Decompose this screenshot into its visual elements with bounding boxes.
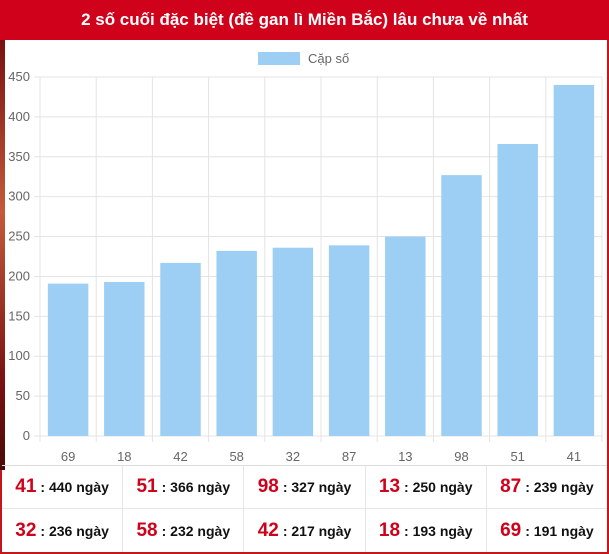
stat-number: 69 bbox=[500, 519, 522, 541]
stat-days: : 217 ngày bbox=[282, 522, 352, 539]
stat-number: 98 bbox=[257, 476, 279, 497]
bar-42[interactable] bbox=[160, 262, 201, 436]
legend-swatch bbox=[258, 52, 300, 65]
stats-row: 32 : 236 ngày 58 : 232 ngày 42 : 217 ngà… bbox=[2, 509, 607, 552]
y-tick-label: 0 bbox=[23, 428, 30, 443]
y-tick-label: 350 bbox=[8, 149, 30, 164]
chart-bars bbox=[47, 84, 595, 437]
left-decor-strip bbox=[0, 40, 5, 470]
y-tick-label: 200 bbox=[8, 268, 30, 283]
x-axis-ticks: 69 18 42 58 32 87 13 98 51 41 bbox=[61, 449, 581, 464]
stat-cell: 42 : 217 ngày bbox=[244, 509, 366, 552]
x-tick-label: 32 bbox=[286, 449, 300, 464]
x-tick-label: 18 bbox=[117, 449, 131, 464]
stat-cell: 87 : 239 ngày bbox=[487, 466, 607, 508]
y-tick-label: 400 bbox=[8, 109, 30, 124]
bar-51[interactable] bbox=[497, 144, 538, 436]
stat-days: : 250 ngày bbox=[404, 479, 473, 495]
y-tick-label: 50 bbox=[16, 388, 30, 403]
stats-table: 41 : 440 ngày 51 : 366 ngày 98 : 327 ngà… bbox=[2, 465, 607, 552]
stat-days: : 366 ngày bbox=[161, 479, 231, 495]
stat-days: : 232 ngày bbox=[161, 522, 231, 539]
y-tick-label: 100 bbox=[8, 348, 30, 363]
bar-41[interactable] bbox=[553, 84, 595, 436]
stat-days: : 327 ngày bbox=[282, 479, 352, 495]
stat-number: 51 bbox=[136, 476, 158, 497]
y-tick-label: 150 bbox=[8, 308, 30, 323]
y-tick-label: 450 bbox=[8, 69, 30, 84]
x-tick-label: 69 bbox=[61, 449, 75, 464]
stat-number: 13 bbox=[378, 476, 401, 497]
x-tick-label: 51 bbox=[510, 449, 524, 464]
y-tick-label: 250 bbox=[8, 229, 30, 244]
stat-cell: 58 : 232 ngày bbox=[123, 509, 245, 552]
legend-label: Cặp số bbox=[308, 51, 349, 66]
x-tick-label: 87 bbox=[342, 449, 356, 464]
stat-days: : 193 ngày bbox=[404, 522, 473, 539]
stat-days: : 239 ngày bbox=[525, 479, 594, 495]
stat-number: 41 bbox=[15, 476, 37, 497]
y-tick-label: 300 bbox=[8, 189, 30, 204]
chart-legend[interactable]: Cặp số bbox=[258, 51, 349, 66]
stat-number: 58 bbox=[136, 519, 158, 541]
bar-chart: 0 50 100 150 200 250 300 350 400 450 69 18 42 58 32 87… bbox=[8, 51, 603, 464]
bar-87[interactable] bbox=[328, 245, 370, 436]
stat-cell: 41 : 440 ngày bbox=[2, 466, 124, 508]
x-tick-label: 42 bbox=[173, 449, 187, 464]
stat-days: : 440 ngày bbox=[40, 479, 109, 495]
x-tick-label: 41 bbox=[567, 449, 581, 464]
stat-number: 32 bbox=[15, 519, 37, 541]
x-tick-label: 58 bbox=[229, 449, 243, 464]
bar-13[interactable] bbox=[385, 236, 426, 436]
bar-18[interactable] bbox=[104, 282, 145, 436]
y-axis-ticks: 0 50 100 150 200 250 300 350 400 450 bbox=[8, 69, 30, 443]
page-title: 2 số cuối đặc biệt (đề gan lì Miền Bắc) … bbox=[0, 0, 609, 40]
bar-58[interactable] bbox=[216, 250, 257, 436]
stat-days: : 236 ngày bbox=[40, 522, 109, 539]
stat-cell: 51 : 366 ngày bbox=[123, 466, 245, 508]
stat-number: 18 bbox=[378, 519, 401, 541]
x-tick-label: 98 bbox=[454, 449, 468, 464]
x-tick-label: 13 bbox=[398, 449, 412, 464]
bar-98[interactable] bbox=[441, 175, 482, 437]
stats-row: 41 : 440 ngày 51 : 366 ngày 98 : 327 ngà… bbox=[2, 466, 607, 509]
stat-cell: 32 : 236 ngày bbox=[2, 509, 124, 552]
stat-cell: 69 : 191 ngày bbox=[487, 509, 607, 552]
bar-69[interactable] bbox=[47, 283, 89, 436]
stat-number: 87 bbox=[500, 476, 522, 497]
stat-cell: 13 : 250 ngày bbox=[366, 466, 487, 508]
stat-days: : 191 ngày bbox=[525, 522, 594, 539]
stat-cell: 98 : 327 ngày bbox=[244, 466, 366, 508]
bar-32[interactable] bbox=[272, 247, 314, 436]
stat-number: 42 bbox=[257, 519, 279, 541]
stat-cell: 18 : 193 ngày bbox=[366, 509, 487, 552]
